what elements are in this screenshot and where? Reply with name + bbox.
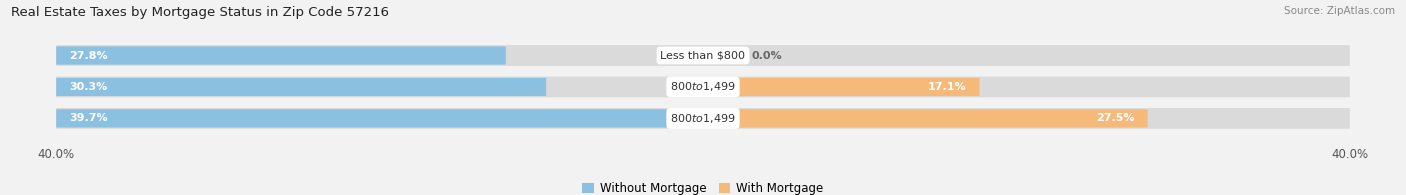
Text: $800 to $1,499: $800 to $1,499 — [671, 81, 735, 93]
FancyBboxPatch shape — [56, 109, 699, 128]
FancyBboxPatch shape — [703, 109, 1147, 128]
Legend: Without Mortgage, With Mortgage: Without Mortgage, With Mortgage — [578, 177, 828, 195]
FancyBboxPatch shape — [56, 108, 1350, 129]
Text: 17.1%: 17.1% — [928, 82, 966, 92]
Text: 39.7%: 39.7% — [69, 113, 108, 123]
FancyBboxPatch shape — [56, 45, 1350, 66]
FancyBboxPatch shape — [703, 78, 980, 96]
Text: 30.3%: 30.3% — [69, 82, 107, 92]
Text: Real Estate Taxes by Mortgage Status in Zip Code 57216: Real Estate Taxes by Mortgage Status in … — [11, 6, 389, 19]
Text: 27.5%: 27.5% — [1097, 113, 1135, 123]
Text: 27.8%: 27.8% — [69, 51, 108, 60]
Text: 0.0%: 0.0% — [752, 51, 782, 60]
FancyBboxPatch shape — [56, 46, 506, 65]
FancyBboxPatch shape — [56, 77, 1350, 97]
FancyBboxPatch shape — [56, 78, 546, 96]
Text: Source: ZipAtlas.com: Source: ZipAtlas.com — [1284, 6, 1395, 16]
Text: $800 to $1,499: $800 to $1,499 — [671, 112, 735, 125]
Text: Less than $800: Less than $800 — [661, 51, 745, 60]
